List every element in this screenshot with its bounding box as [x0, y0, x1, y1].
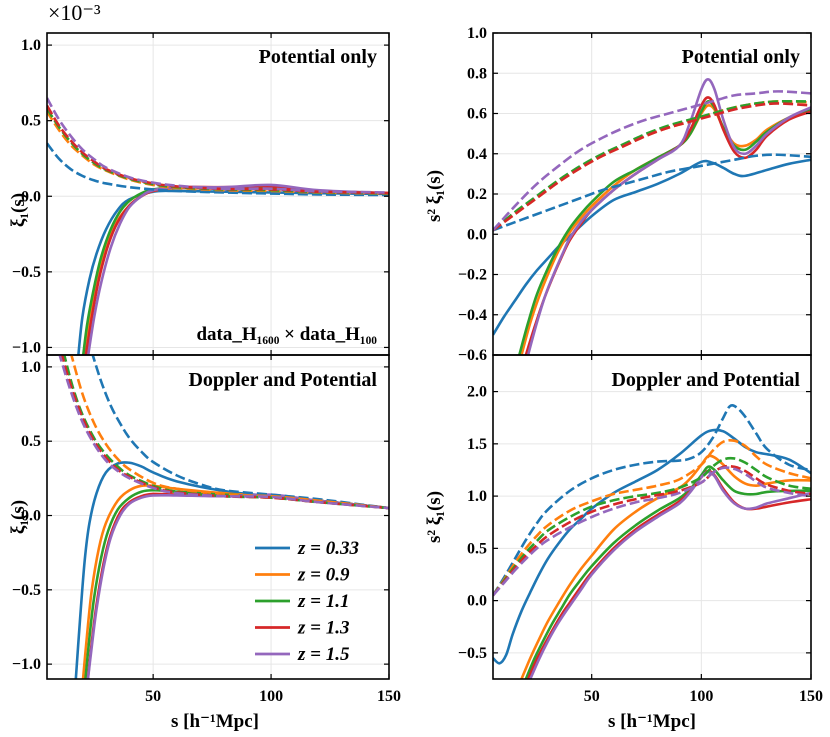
series-line-dashed-5: [493, 153, 811, 232]
series-line-solid-1: [520, 103, 811, 355]
series-line-dashed-8: [493, 464, 811, 597]
series-line-dashed-9: [47, 97, 389, 194]
y-tick-label: 0.4: [467, 146, 487, 163]
legend-label: z = 1.3: [297, 618, 349, 639]
series-line-solid-4: [529, 470, 811, 679]
panel-title-top-right: Potential only: [682, 46, 800, 68]
series-line-solid-4: [526, 77, 811, 355]
series-line-dashed-5: [91, 355, 389, 510]
y-tick-label: 0.5: [467, 540, 487, 557]
y-tick-label: −0.6: [458, 347, 487, 364]
y-tick-label: 0.0: [467, 593, 487, 610]
series-line-dashed-7: [493, 99, 811, 232]
y-tick-label: −1.0: [12, 656, 41, 673]
y-tick-label: 0.8: [467, 65, 487, 82]
series-line-solid-0: [493, 428, 811, 665]
y-tick-label: 1.0: [21, 359, 41, 376]
dataset-label: data_H₁₆₀₀ × data_H₁₀₀: [196, 324, 377, 345]
y-tick-label: 0.6: [467, 106, 487, 123]
series-line-dashed-5: [493, 404, 811, 597]
y-axis-label-bottom-left: ξ₁(s): [8, 500, 29, 534]
series-line-dashed-6: [493, 438, 811, 597]
panel-title-top-left: Potential only: [259, 46, 377, 68]
series-line-solid-2: [518, 100, 811, 355]
y-tick-label: −0.5: [12, 582, 41, 599]
panel-top-left: −1.0 −0.5 0.0 0.5 1.0: [12, 32, 390, 356]
y-tick-label: −0.4: [458, 307, 487, 324]
y-tick-label: −0.5: [12, 264, 41, 281]
series-line-dashed-9: [58, 355, 389, 510]
series-line-solid-2: [524, 465, 811, 679]
legend-label: z = 1.5: [297, 644, 350, 665]
x-tick-label: 50: [145, 688, 161, 705]
series-line-dashed-5: [47, 142, 389, 197]
y-tick-label: 2.0: [467, 384, 487, 401]
y-tick-label: 1.5: [467, 436, 487, 453]
series-line-dashed-8: [60, 355, 389, 510]
offset-text: ×10⁻³: [48, 0, 101, 25]
y-tick-label: 0.2: [467, 186, 487, 203]
series-line-dashed-6: [493, 100, 811, 232]
x-tick-label: 150: [799, 688, 823, 705]
series-line-dashed-7: [493, 456, 811, 597]
x-tick-label: 100: [259, 688, 283, 705]
y-tick-label: 1.0: [467, 488, 487, 505]
y-tick-label: 0.0: [21, 508, 41, 525]
y-tick-label: −0.5: [458, 645, 487, 662]
y-tick-label: 1.0: [21, 37, 41, 54]
y-axis-label-bottom-right: s² ξ₁(s): [424, 491, 445, 543]
y-axis-label-top-right: s² ξ₁(s): [424, 170, 445, 222]
series-line-dashed-9: [493, 90, 811, 232]
x-tick-label: 100: [689, 688, 713, 705]
y-tick-label: −0.2: [458, 267, 487, 284]
series-line-dashed-8: [47, 104, 389, 195]
panel-title-bottom-left: Doppler and Potential: [188, 369, 377, 391]
y-tick-label: 0.0: [467, 226, 487, 243]
panel-title-bottom-right: Doppler and Potential: [611, 369, 800, 391]
series-line-dashed-9: [493, 466, 811, 597]
panel-top-right: −0.6 −0.4 −0.2 0.0 0.2 0.4 0.6 0.8 1.0: [458, 25, 812, 364]
y-tick-label: 0.5: [21, 113, 41, 130]
x-tick-label: 50: [584, 688, 600, 705]
series-line-solid-4: [86, 183, 389, 355]
y-tick-label: 0.0: [21, 188, 41, 205]
y-axis-label-top-left: ξ₁(s): [8, 193, 29, 227]
series-line-solid-1: [520, 454, 811, 679]
legend-label: z = 0.33: [297, 538, 359, 559]
legend-label: z = 1.1: [297, 591, 349, 612]
legend: z = 0.33 z = 0.9 z = 1.1 z = 1.3 z = 1.5: [255, 538, 359, 665]
series-line-solid-3: [524, 96, 811, 355]
panel-bottom-left: −1.0 −0.5 0.0 0.5 1.0 50 100 150: [12, 354, 401, 705]
x-axis-label-left: s [h⁻¹Mpc]: [171, 711, 259, 732]
x-axis-label-right: s [h⁻¹Mpc]: [608, 711, 696, 732]
y-tick-label: 0.5: [21, 433, 41, 450]
axes-frame: [492, 354, 812, 680]
y-tick-label: 1.0: [467, 25, 487, 42]
legend-label: z = 0.9: [297, 565, 350, 586]
series-line-solid-0: [493, 158, 811, 336]
x-tick-label: 150: [377, 688, 401, 705]
series-line-dashed-8: [493, 102, 811, 232]
y-tick-label: −1.0: [12, 339, 41, 356]
axes-frame: [46, 354, 390, 680]
panel-bottom-right: −0.5 0.0 0.5 1.0 1.5 2.0 50 100 150: [458, 354, 823, 705]
